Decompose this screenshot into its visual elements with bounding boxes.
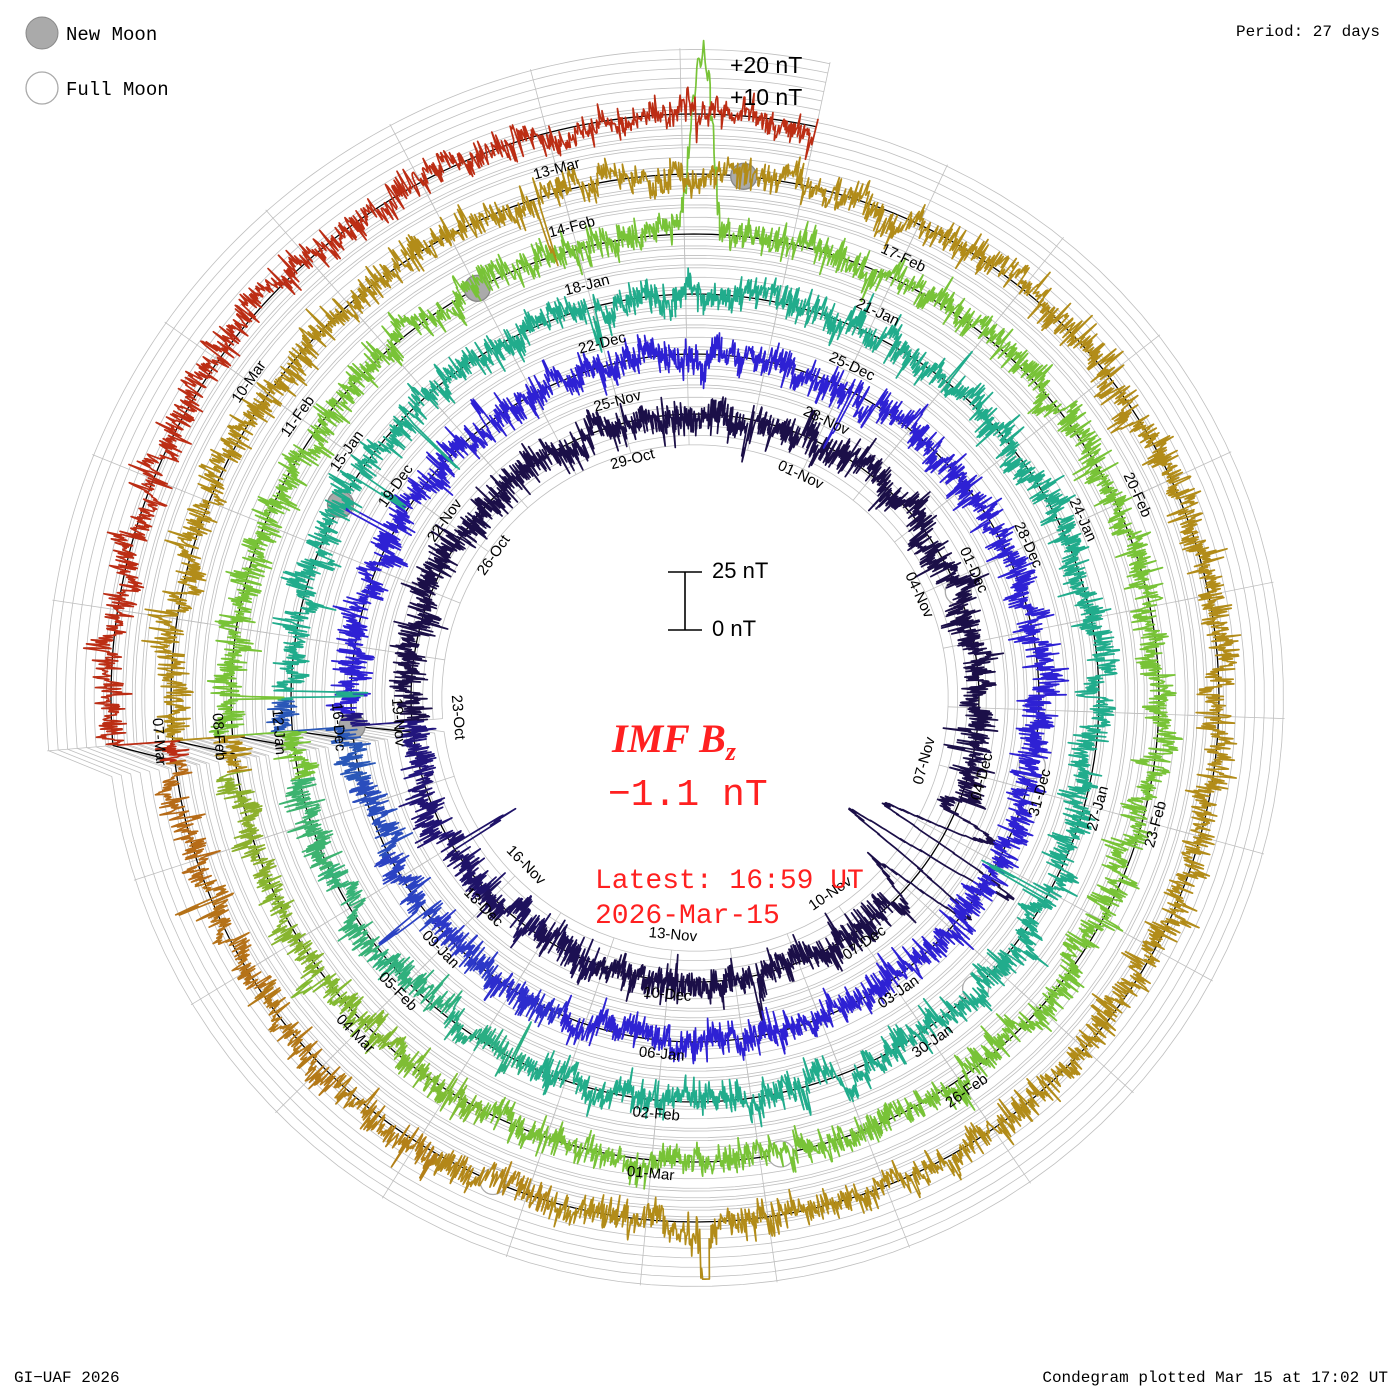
svg-text:New Moon: New Moon [66, 24, 157, 46]
svg-text:08-Feb: 08-Feb [208, 712, 229, 761]
svg-text:04-Nov: 04-Nov [901, 570, 937, 621]
svg-text:26-Oct: 26-Oct [474, 531, 514, 578]
svg-text:10-Dec: 10-Dec [642, 984, 692, 1005]
svg-text:18-Jan: 18-Jan [563, 271, 612, 299]
svg-text:30-Jan: 30-Jan [909, 1021, 956, 1061]
svg-text:01-Nov: 01-Nov [775, 457, 826, 493]
svg-text:2026-Mar-15: 2026-Mar-15 [595, 901, 780, 932]
svg-text:22-Dec: 22-Dec [577, 329, 629, 358]
svg-text:16-Nov: 16-Nov [503, 842, 549, 889]
svg-text:0 nT: 0 nT [712, 616, 756, 641]
svg-text:IMF Bz: IMF Bz [611, 716, 737, 766]
svg-text:Full Moon: Full Moon [66, 79, 169, 101]
svg-text:23-Oct: 23-Oct [448, 694, 469, 741]
svg-text:06-Jan: 06-Jan [638, 1044, 685, 1065]
svg-text:−1.1 nT: −1.1 nT [608, 774, 768, 817]
svg-text:29-Oct: 29-Oct [609, 445, 658, 473]
svg-text:Latest: 16:59 UT: Latest: 16:59 UT [595, 866, 864, 897]
svg-text:+20 nT: +20 nT [730, 52, 802, 78]
svg-text:02-Feb: 02-Feb [632, 1103, 681, 1124]
svg-text:25 nT: 25 nT [712, 558, 768, 583]
svg-text:07-Mar: 07-Mar [149, 717, 170, 766]
svg-text:01-Mar: 01-Mar [626, 1163, 675, 1184]
svg-text:+10 nT: +10 nT [730, 84, 802, 110]
svg-text:19-Nov: 19-Nov [388, 697, 409, 747]
svg-text:25-Nov: 25-Nov [592, 387, 644, 416]
